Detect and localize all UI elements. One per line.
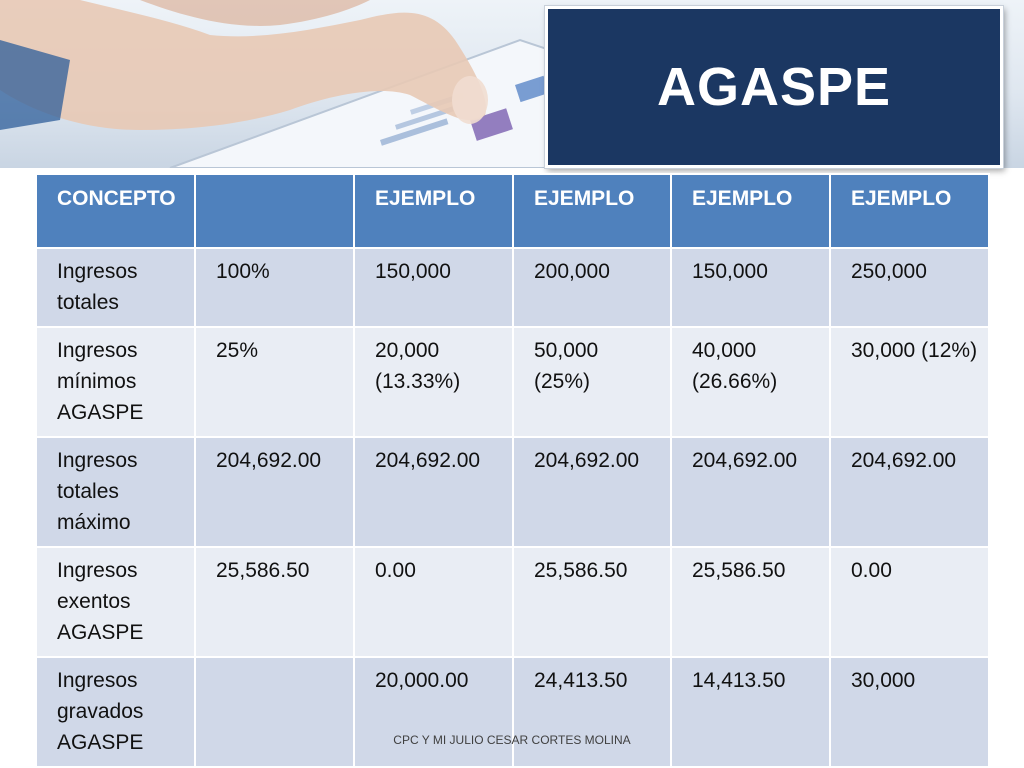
header-concepto: CONCEPTO [35, 173, 196, 249]
table-cell: 50,000 (25%) [512, 326, 672, 438]
table-row: Ingresos totales máximo 204,692.00 204,6… [35, 436, 990, 548]
table-cell: Ingresos totales [35, 247, 196, 328]
table-cell: 150,000 [353, 247, 514, 328]
table-cell: 250,000 [829, 247, 990, 328]
agaspe-table: CONCEPTO EJEMPLO EJEMPLO EJEMPLO EJEMPLO… [35, 173, 990, 768]
table-cell: 200,000 [512, 247, 672, 328]
table-cell [194, 656, 355, 768]
table-cell: 25,586.50 [512, 546, 672, 658]
table-cell: 40,000 (26.66%) [670, 326, 831, 438]
slide-title: AGASPE [656, 57, 892, 117]
table-cell: Ingresos gravados AGASPE [35, 656, 196, 768]
title-box: AGASPE [545, 6, 1003, 168]
table-header-row: CONCEPTO EJEMPLO EJEMPLO EJEMPLO EJEMPLO [35, 173, 990, 249]
table-row: Ingresos mínimos AGASPE 25% 20,000 (13.3… [35, 326, 990, 438]
table-cell: 20,000.00 [353, 656, 514, 768]
table-cell: 150,000 [670, 247, 831, 328]
table-cell: 25,586.50 [194, 546, 355, 658]
table-cell: 204,692.00 [829, 436, 990, 548]
table-row: Ingresos totales 100% 150,000 200,000 15… [35, 247, 990, 328]
table-cell: 14,413.50 [670, 656, 831, 768]
table-cell: Ingresos exentos AGASPE [35, 546, 196, 658]
table-cell: 30,000 [829, 656, 990, 768]
table-cell: Ingresos mínimos AGASPE [35, 326, 196, 438]
table-row: Ingresos exentos AGASPE 25,586.50 0.00 2… [35, 546, 990, 658]
footer-credit: CPC Y MI JULIO CESAR CORTES MOLINA [393, 733, 631, 747]
table-cell: 25% [194, 326, 355, 438]
header-ejemplo-1: EJEMPLO [353, 173, 514, 249]
table-cell: 24,413.50 [512, 656, 672, 768]
table-cell: 100% [194, 247, 355, 328]
table-row: Ingresos gravados AGASPE 20,000.00 24,41… [35, 656, 990, 768]
header-percent [194, 173, 355, 249]
table-cell: 0.00 [829, 546, 990, 658]
table-cell: 20,000 (13.33%) [353, 326, 514, 438]
table-cell: Ingresos totales máximo [35, 436, 196, 548]
table-cell: 30,000 (12%) [829, 326, 990, 438]
header-ejemplo-4: EJEMPLO [829, 173, 990, 249]
table-cell: 25,586.50 [670, 546, 831, 658]
header-ejemplo-2: EJEMPLO [512, 173, 672, 249]
table-cell: 204,692.00 [353, 436, 514, 548]
header-ejemplo-3: EJEMPLO [670, 173, 831, 249]
table-cell: 0.00 [353, 546, 514, 658]
table-cell: 204,692.00 [194, 436, 355, 548]
table-cell: 204,692.00 [670, 436, 831, 548]
table-cell: 204,692.00 [512, 436, 672, 548]
